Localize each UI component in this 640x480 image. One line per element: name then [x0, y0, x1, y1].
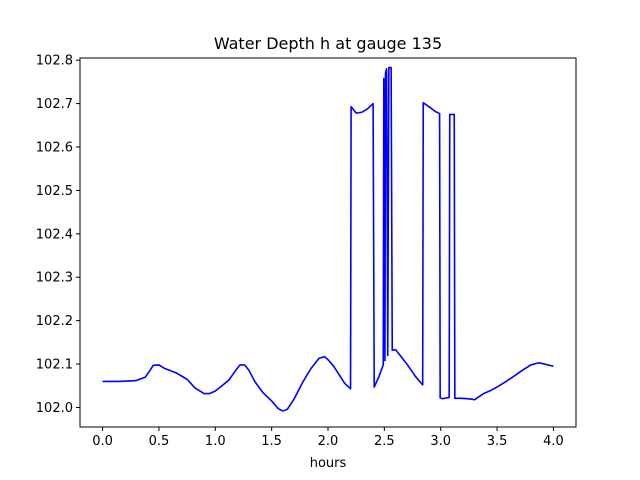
y-tick-label: 102.7: [36, 97, 73, 112]
plot-frame: [79, 57, 577, 428]
y-tick-label: 102.6: [36, 140, 73, 155]
x-tick-label: 2.0: [318, 434, 339, 449]
series-line: [102, 66, 554, 412]
y-tick-label: 102.5: [36, 184, 73, 199]
y-tick-label: 102.4: [36, 227, 73, 242]
x-tick-label: 0.0: [92, 434, 113, 449]
x-tick-label: 3.5: [487, 434, 508, 449]
x-tick-label: 1.0: [205, 434, 226, 449]
x-tick-label: 2.5: [374, 434, 395, 449]
x-axis: 0.0 0.5 1.0 1.5 2.0 2.5 3.0 3.5 4.0: [92, 427, 564, 449]
y-tick-label: 102.8: [36, 54, 73, 69]
plot-series: [102, 66, 554, 412]
x-tick-label: 1.5: [261, 434, 282, 449]
x-tick-label: 0.5: [149, 434, 170, 449]
y-tick-label: 102.2: [36, 314, 73, 329]
y-tick-label: 102.1: [36, 358, 73, 373]
y-tick-label: 102.0: [36, 401, 73, 416]
x-axis-label: hours: [310, 456, 347, 471]
x-tick-label: 3.0: [430, 434, 451, 449]
x-tick-label: 4.0: [543, 434, 564, 449]
y-tick-label: 102.3: [36, 271, 73, 286]
y-axis: 102.0 102.1 102.2 102.3 102.4 102.5 102.6 102.7…: [36, 54, 80, 416]
chart-title: Water Depth h at gauge 135: [214, 34, 442, 53]
